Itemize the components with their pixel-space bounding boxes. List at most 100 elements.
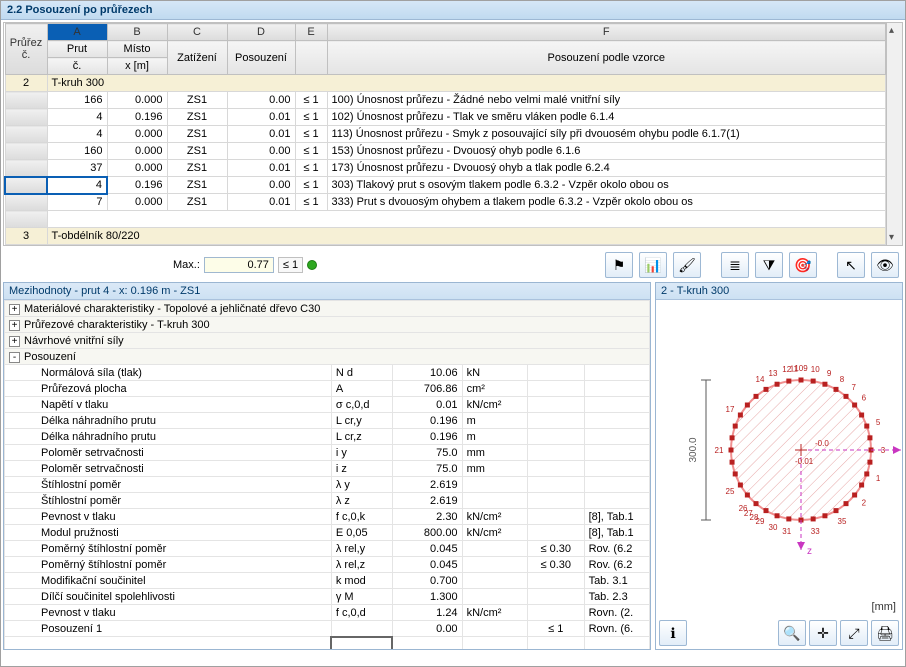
row-head[interactable] (5, 92, 47, 109)
detail-chk: ≤ 0.30 (527, 541, 584, 557)
detail-unit: m (462, 429, 527, 445)
cell-z[interactable]: ZS1 (167, 160, 227, 177)
cell-x[interactable]: 0.196 (107, 177, 167, 194)
cell-text[interactable]: 113) Únosnost průřezu - Smyk z posouvají… (327, 126, 886, 143)
toolbar-btn-2[interactable]: 📊 (639, 252, 667, 278)
col-A[interactable]: A (47, 24, 107, 41)
cell-text[interactable]: 303) Tlakový prut s osovým tlakem podle … (327, 177, 886, 194)
toolbar-btn-7[interactable]: ↖ (837, 252, 865, 278)
tree-section[interactable]: +Návrhové vnitřní síly (5, 333, 650, 349)
expand-icon[interactable]: + (9, 320, 20, 331)
expand-icon[interactable]: + (9, 304, 20, 315)
axes-icon: ✛ (817, 625, 829, 642)
section-preview: 300.031253533313029282627252117141312111… (656, 300, 902, 617)
cell-x[interactable]: 0.000 (107, 194, 167, 211)
group-label-tkruh[interactable]: T-kruh 300 (47, 75, 886, 92)
cell-text[interactable]: 153) Únosnost průřezu - Dvouosý ohyb pod… (327, 143, 886, 160)
toolbar-btn-8[interactable]: 👁 (871, 252, 899, 278)
cell-text[interactable]: 102) Únosnost průřezu - Tlak ve směru vl… (327, 109, 886, 126)
cell-z[interactable]: ZS1 (167, 92, 227, 109)
col-B[interactable]: B (107, 24, 167, 41)
svg-text:21: 21 (715, 446, 724, 455)
cell-prut[interactable]: 7 (47, 194, 107, 211)
cell-x[interactable]: 0.000 (107, 126, 167, 143)
row-head[interactable] (5, 143, 47, 160)
detail-chk (527, 509, 584, 525)
cell-x[interactable]: 0.000 (107, 160, 167, 177)
cell-prut[interactable]: 166 (47, 92, 107, 109)
toolbar-btn-1[interactable]: ⚑ (605, 252, 633, 278)
group-index-2[interactable]: 2 (5, 75, 47, 92)
detail-val: 800.00 (392, 525, 462, 541)
detail-val: 2.30 (392, 509, 462, 525)
row-head[interactable] (5, 109, 47, 126)
tree-section[interactable]: +Materiálové charakteristiky - Topolové … (5, 301, 650, 317)
group-index-3[interactable]: 3 (5, 228, 47, 245)
cell-p[interactable]: 0.00 (227, 92, 295, 109)
cell-z[interactable]: ZS1 (167, 143, 227, 160)
cell-x[interactable]: 0.000 (107, 92, 167, 109)
expand-icon[interactable]: + (9, 336, 20, 347)
max-input[interactable] (204, 257, 274, 273)
cell-prut[interactable]: 4 (47, 109, 107, 126)
detail-ref: Tab. 3.1 (584, 573, 649, 589)
cell-z[interactable]: ZS1 (167, 177, 227, 194)
vertical-scrollbar[interactable]: ▴ ▾ (886, 23, 902, 245)
axes-button[interactable]: ✛ (809, 620, 837, 646)
cell-text[interactable]: 333) Prut s dvouosým ohybem a tlakem pod… (327, 194, 886, 211)
zoom-button[interactable]: 🔍 (778, 620, 806, 646)
cell-prut[interactable]: 4 (47, 177, 107, 194)
tree-section[interactable]: -Posouzení (5, 349, 650, 365)
detail-ref: [8], Tab.1 (584, 525, 649, 541)
col-C[interactable]: C (167, 24, 227, 41)
col-D[interactable]: D (227, 24, 295, 41)
cell-z[interactable]: ZS1 (167, 109, 227, 126)
cell-p[interactable]: 0.00 (227, 143, 295, 160)
detail-name: Normálová síla (tlak) (5, 365, 332, 381)
upper-grid: ▴ ▾ Průřezč. A B C D E F Prut Místo Zatí… (3, 22, 903, 246)
cell-p[interactable]: 0.01 (227, 109, 295, 126)
cell-x[interactable]: 0.196 (107, 109, 167, 126)
detail-sym: λ rel,y (331, 541, 392, 557)
toolbar-btn-3[interactable]: 🖌 (673, 252, 701, 278)
col-F[interactable]: F (327, 24, 886, 41)
tree-section[interactable]: +Průřezové charakteristiky - T-kruh 300 (5, 317, 650, 333)
group-label-tobd[interactable]: T-obdélník 80/220 (47, 228, 886, 245)
le1-badge: ≤ 1 (278, 257, 303, 273)
col-E[interactable]: E (295, 24, 327, 41)
cell-p[interactable]: 0.01 (227, 160, 295, 177)
cell-text[interactable]: 173) Únosnost průřezu - Dvouosý ohyb a t… (327, 160, 886, 177)
detail-unit: mm (462, 445, 527, 461)
cell-text[interactable]: 100) Únosnost průřezu - Žádné nebo velmi… (327, 92, 886, 109)
detail-val: 1.24 (392, 605, 462, 621)
svg-text:5: 5 (876, 418, 881, 427)
detail-unit (462, 493, 527, 509)
detail-chk (527, 461, 584, 477)
row-head[interactable] (5, 160, 47, 177)
expand-icon[interactable]: - (9, 352, 20, 363)
cell-prut[interactable]: 160 (47, 143, 107, 160)
toolbar-btn-6[interactable]: 🎯 (789, 252, 817, 278)
cell-z[interactable]: ZS1 (167, 126, 227, 143)
detail-sym: i y (331, 445, 392, 461)
info-button[interactable]: ℹ (659, 620, 687, 646)
col-section: Průřezč. (5, 24, 47, 75)
cell-prut[interactable]: 37 (47, 160, 107, 177)
print-button[interactable]: 🖨 (871, 620, 899, 646)
cell-p[interactable]: 0.00 (227, 177, 295, 194)
cell-z[interactable]: ZS1 (167, 194, 227, 211)
cell-p[interactable]: 0.01 (227, 126, 295, 143)
row-head[interactable] (5, 126, 47, 143)
cell-x[interactable]: 0.000 (107, 143, 167, 160)
preview-svg: 300.031253533313029282627252117141312111… (656, 300, 902, 600)
detail-chk (527, 365, 584, 381)
cell-p[interactable]: 0.01 (227, 194, 295, 211)
detail-val: 2.619 (392, 493, 462, 509)
toolbar-btn-5[interactable]: ⧩ (755, 252, 783, 278)
extent-button[interactable]: ⤢ (840, 620, 868, 646)
row-head[interactable] (5, 194, 47, 211)
toolbar-btn-4[interactable]: ≣ (721, 252, 749, 278)
select-icon: ↖ (845, 257, 857, 274)
row-head[interactable] (5, 177, 47, 194)
cell-prut[interactable]: 4 (47, 126, 107, 143)
